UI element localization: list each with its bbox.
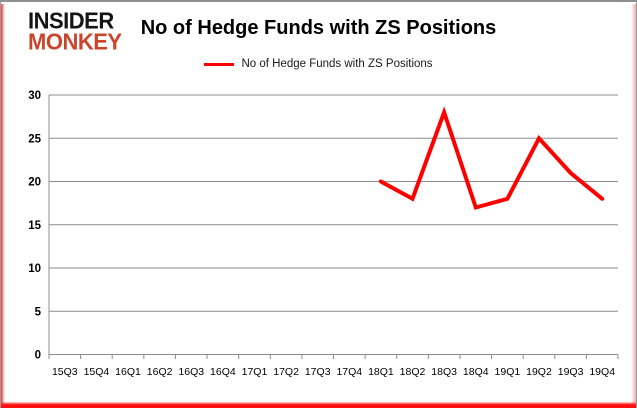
x-axis-label-19Q2: 19Q2 [526,366,552,378]
logo-word-monkey: MONKEY [28,28,122,55]
x-axis-label-18Q2: 18Q2 [400,366,426,378]
x-axis-label-17Q2: 17Q2 [273,366,299,378]
x-axis-label-18Q4: 18Q4 [463,366,489,378]
x-axis-label-16Q2: 16Q2 [147,366,173,378]
x-axis-label-19Q3: 19Q3 [558,366,584,378]
x-axis-label-16Q1: 16Q1 [115,366,141,378]
series-line-no-of-hedge-funds-with-zs-positions [378,106,605,210]
y-axis-label-20: 20 [28,177,41,189]
legend: No of Hedge Funds with ZS Positions [1,58,636,70]
y-axis-label-5: 5 [35,306,42,318]
x-axis-label-15Q4: 15Q4 [84,366,110,378]
x-axis-label-17Q4: 17Q4 [336,366,362,378]
x-axis-label-16Q4: 16Q4 [210,366,236,378]
y-axis-label-25: 25 [28,133,41,145]
x-axis-label-17Q3: 17Q3 [305,366,331,378]
y-axis-label-10: 10 [28,263,41,275]
y-axis-label-0: 0 [35,350,41,362]
x-axis-label-18Q3: 18Q3 [431,366,457,378]
x-axis-label-19Q4: 19Q4 [589,366,615,378]
legend-line-swatch [204,62,235,66]
y-axis-label-30: 30 [28,90,41,102]
chart-title: No of Hedge Funds with ZS Positions [140,17,497,39]
x-axis-label-15Q3: 15Q3 [52,366,78,378]
logo-word-insider: INSIDER [28,7,114,34]
x-axis-label-16Q3: 16Q3 [178,366,204,378]
y-axis-label-15: 15 [28,220,41,232]
insider-monkey-logo: INSIDER MONKEY [28,7,138,55]
x-axis-label-18Q1: 18Q1 [368,366,394,378]
legend-label: No of Hedge Funds with ZS Positions [241,58,433,70]
x-axis-label-17Q1: 17Q1 [242,366,268,378]
x-axis-label-19Q1: 19Q1 [495,366,521,378]
